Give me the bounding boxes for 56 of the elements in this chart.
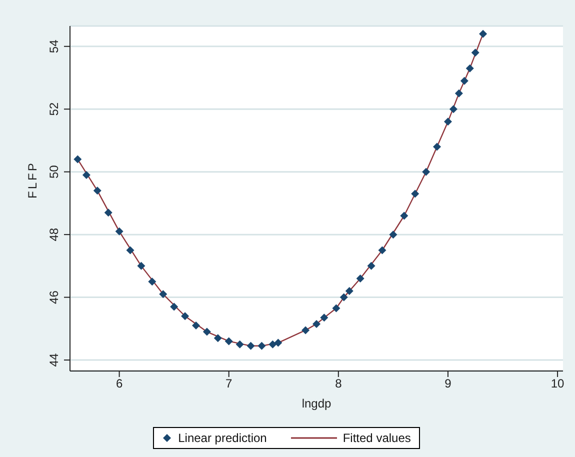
point bbox=[181, 312, 190, 320]
point bbox=[444, 118, 452, 126]
x-axis-title: lngdp bbox=[302, 396, 332, 411]
point bbox=[159, 290, 168, 298]
point bbox=[202, 328, 211, 336]
x-tick-label: 8 bbox=[335, 376, 342, 391]
y-tick-label: 46 bbox=[47, 290, 61, 304]
point bbox=[449, 105, 458, 114]
y-tick-label: 48 bbox=[47, 228, 61, 242]
point bbox=[214, 334, 222, 342]
point bbox=[356, 274, 364, 282]
point bbox=[312, 320, 320, 328]
point bbox=[433, 142, 442, 151]
legend-label: Fitted values bbox=[342, 431, 411, 445]
point bbox=[258, 342, 266, 350]
x-tick-label: 6 bbox=[116, 376, 123, 391]
point bbox=[148, 278, 156, 286]
x-tick-label: 7 bbox=[226, 376, 233, 391]
point bbox=[274, 338, 282, 347]
y-axis-title: FLFP bbox=[25, 161, 40, 198]
point bbox=[126, 246, 134, 254]
point bbox=[389, 230, 398, 239]
point bbox=[466, 64, 474, 72]
point bbox=[471, 48, 480, 57]
point bbox=[268, 340, 277, 348]
point bbox=[340, 293, 348, 302]
point bbox=[345, 287, 354, 296]
x-tick-label: 10 bbox=[550, 376, 565, 391]
point bbox=[320, 314, 328, 322]
point bbox=[93, 186, 102, 195]
point bbox=[104, 208, 112, 217]
x-tick-label: 9 bbox=[444, 376, 452, 391]
point bbox=[479, 30, 488, 38]
y-tick-label: 54 bbox=[47, 39, 61, 54]
point bbox=[378, 246, 386, 254]
point bbox=[137, 262, 146, 270]
point bbox=[236, 340, 244, 348]
point bbox=[367, 262, 376, 270]
y-tick-label: 50 bbox=[47, 164, 61, 179]
point bbox=[411, 190, 420, 198]
point bbox=[170, 302, 178, 311]
point bbox=[332, 304, 340, 312]
point bbox=[454, 89, 463, 98]
point bbox=[422, 168, 430, 176]
legend-label: Linear prediction bbox=[177, 431, 267, 445]
point bbox=[460, 76, 468, 85]
point bbox=[115, 227, 124, 236]
y-tick-label: 52 bbox=[47, 102, 61, 116]
point bbox=[400, 212, 408, 220]
point bbox=[302, 326, 310, 334]
point bbox=[224, 337, 233, 346]
point bbox=[246, 342, 255, 350]
point bbox=[82, 170, 90, 179]
point bbox=[192, 322, 200, 330]
y-tick-label: 44 bbox=[47, 353, 61, 367]
point bbox=[74, 155, 82, 164]
